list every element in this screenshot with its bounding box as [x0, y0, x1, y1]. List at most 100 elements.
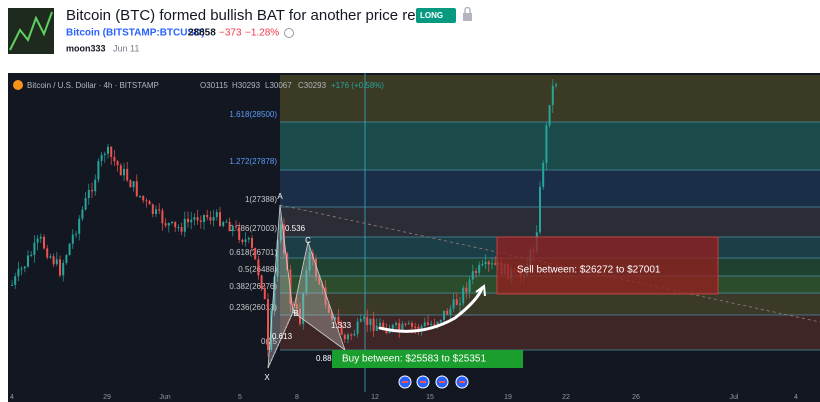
buy-zone-label: Buy between: $25583 to $25351 — [342, 354, 486, 365]
x-axis-label: 8 — [295, 394, 299, 401]
candle-body — [23, 266, 26, 269]
candle-body — [299, 308, 301, 325]
candle-body — [343, 334, 346, 340]
candle-body — [254, 247, 257, 260]
candle-body — [452, 299, 455, 309]
x-axis-label: 12 — [371, 394, 379, 401]
candle-body — [110, 146, 113, 157]
candle-body — [55, 259, 58, 265]
sell-zone — [496, 236, 719, 295]
event-flag-stripe — [459, 381, 465, 383]
author[interactable]: moon333 — [66, 43, 106, 53]
candle-body — [75, 233, 77, 235]
candle-body — [273, 276, 276, 311]
candle-body — [548, 105, 551, 126]
candle-body — [187, 218, 189, 223]
x-axis-label: 5 — [238, 394, 242, 401]
event-flag-stripe — [439, 381, 445, 383]
symbol-link[interactable]: Bitcoin (BITSTAMP:BTCUSD) — [66, 28, 205, 39]
candle-body — [164, 223, 167, 226]
idea-title[interactable]: Bitcoin (BTC) formed bullish BAT for ano… — [66, 7, 456, 24]
pattern-xab — [267, 204, 294, 369]
x-axis-label: 15 — [426, 394, 434, 401]
candle-body — [315, 258, 317, 277]
chart: 1.618(28500) 1.272(27878) 1(27388) 0.786(27… — [8, 73, 820, 402]
candle-body — [116, 161, 119, 166]
candle-body — [353, 333, 356, 336]
candle-body — [404, 323, 407, 325]
pattern-bcd — [292, 240, 346, 352]
candle-body — [11, 284, 13, 286]
x-axis-label: 26 — [632, 394, 640, 401]
candle-body — [78, 218, 81, 234]
candle-body — [14, 276, 17, 285]
x-axis-label: Jun — [159, 394, 170, 401]
pattern-ratio: 0.886 — [316, 354, 337, 363]
fib-level-label: 0.618(26701) — [229, 248, 277, 257]
candle-body — [241, 239, 244, 243]
candle-body — [388, 330, 391, 334]
candle-body — [129, 180, 132, 188]
candle-body — [459, 303, 461, 305]
badge-bg — [416, 8, 456, 23]
candle-body — [321, 284, 324, 288]
badge-label: LONG — [420, 11, 443, 20]
candle-body — [180, 227, 183, 232]
candle-body — [340, 324, 343, 335]
candle-body — [391, 324, 394, 331]
candle-body — [167, 223, 170, 226]
candle-body — [465, 287, 468, 292]
legend-close: C30293 — [298, 81, 327, 90]
candle-body — [139, 195, 141, 197]
fib-band — [280, 122, 820, 170]
candle-body — [379, 322, 381, 326]
candle-body — [244, 239, 247, 243]
candle-body — [151, 204, 154, 214]
candle-body — [375, 325, 378, 331]
fib-band — [280, 293, 820, 315]
candle-body — [449, 308, 452, 315]
candle-body — [225, 221, 228, 223]
candle-body — [39, 236, 42, 239]
candle-body — [276, 240, 279, 277]
candle-body — [36, 238, 39, 243]
candle-body — [235, 226, 237, 228]
fib-level-label: 0.786(27003) — [229, 224, 277, 233]
candle-body — [49, 256, 52, 258]
candle-body — [228, 221, 231, 232]
fib-level-label: 1(27388) — [245, 195, 277, 204]
candle-body — [257, 259, 260, 276]
candle-body — [411, 323, 413, 327]
fib-level-label: 0(25 — [261, 337, 278, 346]
candle-body — [478, 265, 481, 273]
lock-body — [463, 13, 472, 21]
candle-body — [65, 255, 68, 263]
candle-body — [52, 256, 55, 265]
candle-body — [100, 155, 103, 161]
x-axis-label: 19 — [504, 394, 512, 401]
candle-body — [209, 217, 212, 221]
candle-body — [484, 261, 487, 265]
coin-icon — [13, 80, 23, 90]
candle-body — [155, 209, 157, 214]
candle-body — [407, 323, 410, 325]
candle-body — [308, 252, 311, 271]
candle-body — [427, 322, 429, 325]
candle-body — [17, 268, 20, 277]
price-change: −373 — [219, 28, 242, 39]
candle-body — [238, 227, 241, 240]
candle-body — [46, 248, 49, 258]
candle-body — [295, 304, 298, 309]
candle-body — [414, 326, 417, 328]
candle-body — [369, 318, 372, 325]
candle-body — [430, 323, 433, 325]
candle-body — [555, 84, 557, 86]
drawn-arrow — [475, 284, 486, 297]
fib-band — [280, 170, 820, 207]
candle-body — [356, 321, 359, 334]
candle-body — [462, 287, 465, 304]
candle-body — [420, 325, 423, 330]
legend-symbol: Bitcoin / U.S. Dollar · 4h · BITSTAMP — [27, 81, 159, 90]
candle-body — [267, 299, 269, 350]
candle-body — [289, 269, 292, 304]
